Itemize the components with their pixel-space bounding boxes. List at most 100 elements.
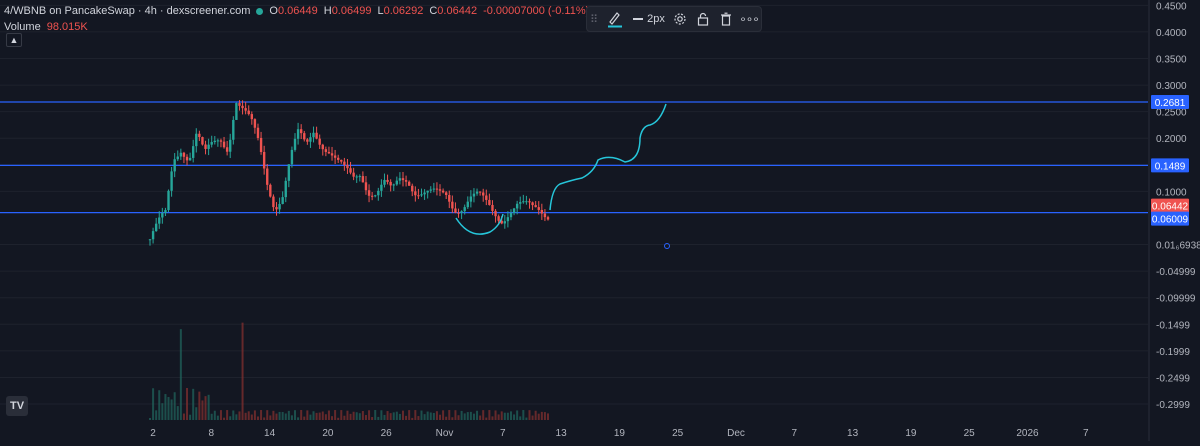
candle-body (537, 207, 540, 210)
ohlc-low: L0.06292 (377, 5, 424, 17)
volume-bar (216, 415, 219, 420)
volume-bar (294, 410, 297, 420)
volume-bar (432, 412, 435, 420)
volume-bar (164, 394, 167, 420)
volume-bar (213, 410, 216, 420)
volume-bar (358, 413, 361, 420)
volume-bar (331, 416, 334, 420)
price-tag-label: 0.06442 (1152, 202, 1189, 213)
volume-bar (352, 411, 355, 420)
more-icon[interactable]: ∘∘∘ (739, 12, 760, 26)
volume-bar (297, 417, 300, 420)
volume-bar (253, 410, 256, 420)
candle-body (272, 196, 275, 208)
candle-body (340, 159, 343, 162)
volume-bar (513, 414, 516, 420)
lock-icon[interactable] (691, 7, 715, 31)
volume-bar (260, 410, 263, 420)
volume-bar (179, 329, 182, 420)
volume-bar (290, 415, 293, 420)
x-tick-label: Nov (436, 428, 454, 439)
candle-body (229, 139, 232, 152)
candle-body (543, 213, 547, 218)
volume-bar (408, 410, 411, 420)
symbol-title[interactable]: 4/WBNB on PancakeSwap · 4h · dexscreener… (4, 5, 251, 17)
volume-bar (494, 410, 497, 420)
candle-body (472, 193, 476, 197)
candle-body (213, 140, 216, 143)
candle-body (327, 151, 331, 154)
volume-bar (173, 392, 176, 420)
candle-body (355, 176, 358, 178)
y-tick-label: 0.4000 (1156, 28, 1187, 39)
drawing-toolbar: ⠿ 2px ∘∘∘ (586, 6, 762, 32)
candle-body (546, 217, 550, 220)
candle-body (195, 133, 198, 147)
candle-body (346, 164, 349, 169)
volume-bar (463, 413, 466, 420)
volume-bar (525, 417, 528, 420)
candle-body (198, 133, 201, 138)
volume-bar (479, 415, 482, 420)
x-tick-label: 25 (672, 428, 684, 439)
volume-bar (380, 410, 383, 420)
volume-bar (482, 410, 485, 420)
volume-value: 98.015K (46, 21, 88, 33)
volume-bar (451, 417, 454, 420)
volume-bar (210, 413, 213, 420)
candle-body (395, 180, 399, 185)
volume-bar (272, 410, 275, 420)
candle-body (299, 129, 303, 134)
volume-bar (312, 411, 315, 420)
volume-bar (309, 414, 312, 420)
candle-body (420, 194, 423, 196)
y-tick-label: -0.09999 (1156, 294, 1196, 305)
trash-icon[interactable] (715, 7, 737, 31)
candle-body (469, 196, 473, 202)
volume-bar (472, 413, 475, 420)
candle-body (444, 192, 448, 196)
x-tick-label: 2 (150, 428, 156, 439)
candle-body (266, 168, 269, 185)
candle-body (210, 142, 213, 145)
candle-body (349, 168, 352, 173)
volume-bar (368, 410, 371, 420)
volume-bar (448, 410, 451, 420)
tradingview-logo-icon[interactable]: TV (6, 396, 28, 416)
x-tick-label: 7 (1083, 428, 1089, 439)
candle-body (293, 138, 297, 150)
candle-body (161, 212, 164, 218)
volume-bar (149, 418, 151, 420)
y-tick-label: 0.3500 (1156, 54, 1187, 65)
volume-bar (275, 413, 278, 420)
candle-body (312, 132, 315, 138)
volume-bar (250, 414, 253, 420)
x-tick-label: 20 (322, 428, 334, 439)
volume-bar (377, 416, 380, 420)
ohlc-close: C0.06442 (429, 5, 478, 17)
line-width-icon (633, 18, 644, 20)
y-tick-label: 0.4500 (1156, 1, 1187, 12)
volume-bar (491, 416, 494, 420)
candle-body (275, 207, 278, 210)
chevron-up-icon[interactable]: ▲ (6, 33, 22, 47)
candle-body (398, 178, 402, 181)
volume-bar (182, 413, 185, 420)
candle-body (151, 231, 155, 240)
drag-handle-icon[interactable]: ⠿ (589, 13, 599, 26)
x-tick-label: Dec (727, 428, 745, 439)
x-tick-label: 7 (500, 428, 506, 439)
volume-bar (435, 411, 438, 420)
line-width-button[interactable]: 2px (629, 7, 669, 31)
volume-bar (287, 410, 290, 420)
volume-bar (263, 417, 266, 420)
y-tick-label: -0.1499 (1156, 320, 1190, 331)
gear-icon[interactable] (669, 7, 691, 31)
candle-body (515, 203, 519, 209)
candle-body (235, 103, 238, 120)
volume-bar (189, 414, 192, 420)
pencil-icon[interactable] (601, 7, 629, 31)
volume-bar (281, 412, 284, 420)
